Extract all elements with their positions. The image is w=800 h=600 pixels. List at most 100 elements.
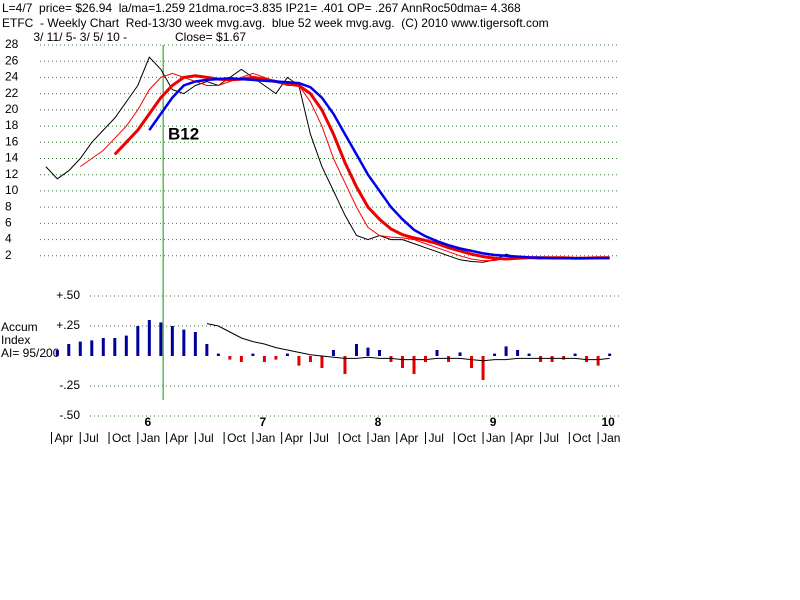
year-label: 7 xyxy=(260,415,267,429)
accum-bar xyxy=(170,326,174,356)
series-line xyxy=(148,76,610,260)
accum-bar xyxy=(608,353,612,356)
accum-bar xyxy=(262,356,266,362)
x-tick-label: Apr xyxy=(55,431,74,445)
accum-bar xyxy=(447,356,451,362)
accum-bar xyxy=(147,320,151,356)
series-line xyxy=(45,56,610,263)
y-tick-label: -.50 xyxy=(59,408,80,422)
x-tick-label: Oct xyxy=(457,431,476,445)
chart-title: ETFC - Weekly Chart Red-13/30 week mvg.a… xyxy=(2,16,549,30)
x-tick-label: Jul xyxy=(429,431,444,445)
y-tick-label: 2 xyxy=(5,248,12,262)
x-tick-label: Apr xyxy=(400,431,419,445)
accum-bar xyxy=(481,356,485,380)
accum-bar xyxy=(285,353,289,356)
accum-bar xyxy=(251,353,255,356)
accum-bar xyxy=(239,356,243,362)
year-label: 9 xyxy=(490,415,497,429)
x-tick-label: Jan xyxy=(486,431,505,445)
y-tick-label: 22 xyxy=(5,86,19,100)
x-tick-label: Jan xyxy=(141,431,160,445)
accum-bar xyxy=(44,356,48,357)
accum-bar xyxy=(527,353,531,356)
y-tick-label: 16 xyxy=(5,134,19,148)
x-tick-label: Jan xyxy=(371,431,390,445)
y-tick-label: 18 xyxy=(5,118,19,132)
year-label: 6 xyxy=(144,415,151,429)
accum-bar xyxy=(182,329,186,356)
x-tick-label: Oct xyxy=(572,431,591,445)
accum-bar xyxy=(354,344,358,356)
accum-bar xyxy=(366,347,370,356)
accum-bar xyxy=(205,344,209,356)
y-axis-label: Accum xyxy=(1,320,38,334)
accum-bar xyxy=(516,350,520,356)
x-tick-label: Oct xyxy=(112,431,131,445)
x-tick-label: Jul xyxy=(83,431,98,445)
x-tick-label: Jan xyxy=(601,431,620,445)
accum-bar xyxy=(493,353,497,356)
accum-bar xyxy=(458,352,462,356)
y-tick-label: 6 xyxy=(5,216,12,230)
y-tick-label: 14 xyxy=(5,151,19,165)
accum-bar xyxy=(101,338,105,356)
accum-bar xyxy=(78,341,82,356)
x-tick-label: Jul xyxy=(198,431,213,445)
accum-bar xyxy=(274,356,278,360)
accum-bar xyxy=(562,356,566,360)
accum-bar xyxy=(159,322,163,356)
accum-bar xyxy=(320,356,324,368)
x-tick-label: Oct xyxy=(227,431,246,445)
accum-bar xyxy=(55,350,59,356)
y-tick-label: +.25 xyxy=(56,318,80,332)
year-label: 8 xyxy=(375,415,382,429)
y-tick-label: 24 xyxy=(5,70,19,84)
y-tick-label: 28 xyxy=(5,37,19,51)
signal-label: B12 xyxy=(168,124,199,143)
x-tick-label: Apr xyxy=(285,431,304,445)
accum-bar xyxy=(470,356,474,368)
accum-bar xyxy=(389,356,393,362)
accum-bar xyxy=(412,356,416,374)
header: L=4/7 price= $26.94 la/ma=1.259 21dma.ro… xyxy=(2,1,521,15)
subtitle: 3/ 11/ 5- 3/ 5/ 10 - xyxy=(30,30,127,44)
accum-bar xyxy=(401,356,404,368)
x-tick-label: Jul xyxy=(544,431,559,445)
year-label: 10 xyxy=(601,415,615,429)
accum-bar xyxy=(596,356,600,366)
x-tick-label: Apr xyxy=(170,431,189,445)
x-tick-label: Jul xyxy=(313,431,328,445)
x-tick-label: Jan xyxy=(256,431,275,445)
close-note: Close= $1.67 xyxy=(175,30,246,44)
accum-bar xyxy=(67,344,71,356)
accum-bar xyxy=(297,356,301,366)
accum-bar xyxy=(573,353,577,356)
accum-bar xyxy=(193,332,197,356)
accum-average xyxy=(206,323,610,362)
accum-bar xyxy=(550,356,554,362)
y-tick-label: 8 xyxy=(5,199,12,213)
y-tick-label: 12 xyxy=(5,167,19,181)
accum-bar xyxy=(136,326,140,356)
accum-bar xyxy=(504,346,508,356)
accum-bar xyxy=(308,356,312,362)
y-axis-label: Index xyxy=(1,333,30,347)
accum-bar xyxy=(113,338,117,356)
y-tick-label: 4 xyxy=(5,232,12,246)
accum-bar xyxy=(228,356,232,360)
accum-bar xyxy=(90,340,94,356)
accum-bar xyxy=(377,350,381,356)
accum-bar xyxy=(435,350,439,356)
y-axis-label: AI= 95/200 xyxy=(1,346,60,360)
accum-bar xyxy=(331,350,335,356)
x-tick-label: Apr xyxy=(515,431,534,445)
y-tick-label: 10 xyxy=(5,183,19,197)
y-tick-label: +.50 xyxy=(56,288,80,302)
x-tick-label: Oct xyxy=(342,431,361,445)
accum-bar xyxy=(343,356,347,374)
y-tick-label: -.25 xyxy=(59,378,80,392)
y-tick-label: 26 xyxy=(5,53,19,67)
accum-bar xyxy=(216,353,220,356)
